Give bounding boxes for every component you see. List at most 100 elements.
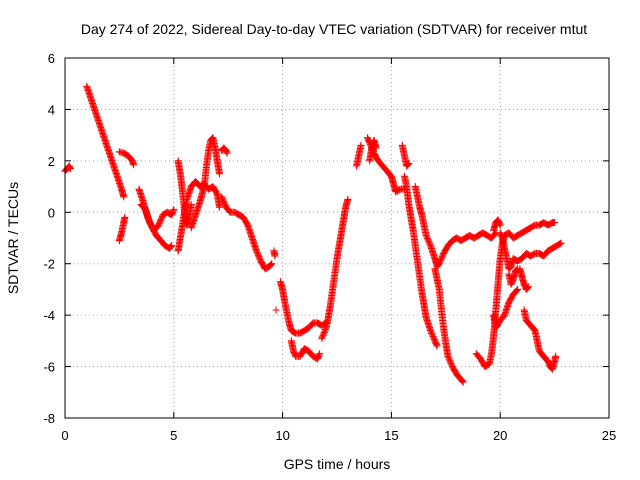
data-point [157, 215, 165, 223]
data-point [66, 165, 74, 173]
series-points [61, 82, 565, 386]
data-point [218, 194, 226, 202]
data-point [155, 220, 163, 228]
data-point [372, 144, 380, 152]
data-point [445, 354, 453, 362]
x-tick-label: 0 [61, 428, 68, 443]
data-point [427, 327, 435, 335]
data-point [254, 251, 262, 259]
y-tick-label: 6 [48, 51, 55, 66]
data-point [403, 161, 411, 169]
x-tick-label: 20 [493, 428, 507, 443]
data-point [318, 333, 326, 341]
data-point [215, 203, 223, 211]
data-point [321, 327, 329, 335]
data-point [422, 231, 430, 239]
data-point [425, 237, 433, 245]
data-point [438, 252, 446, 260]
data-point [458, 376, 466, 384]
x-tick-label: 15 [384, 428, 398, 443]
data-point [220, 199, 228, 207]
data-point [423, 233, 431, 241]
data-point [428, 330, 436, 338]
axis-ticks: 0 5 10 15 20 25 -8 -6 -4 -2 0 2 4 6 [43, 51, 616, 443]
y-tick-label: 0 [48, 205, 55, 220]
data-point [252, 247, 260, 255]
data-point [121, 213, 129, 221]
x-tick-label: 5 [170, 428, 177, 443]
data-point [254, 250, 262, 258]
data-point [218, 193, 226, 201]
data-point [523, 285, 531, 293]
y-tick-label: 2 [48, 154, 55, 169]
data-point [513, 286, 521, 294]
data-point [438, 254, 446, 262]
data-point [446, 357, 454, 365]
data-point [318, 334, 326, 342]
data-point [268, 260, 276, 268]
x-tick-label: 25 [602, 428, 616, 443]
data-point [424, 236, 432, 244]
data-point [447, 360, 455, 368]
grid [65, 58, 609, 418]
data-point [316, 350, 324, 358]
y-tick-label: -4 [43, 308, 55, 323]
data-point [437, 257, 445, 265]
data-point [357, 141, 365, 149]
data-point [496, 221, 504, 229]
data-point [428, 331, 436, 339]
data-point [187, 201, 195, 209]
x-tick-label: 10 [275, 428, 289, 443]
data-point [120, 193, 128, 201]
data-point [556, 240, 564, 248]
data-point [405, 159, 413, 167]
x-axis-label: GPS time / hours [284, 456, 391, 472]
data-point [130, 161, 138, 169]
data-point [266, 261, 274, 269]
y-tick-label: 4 [48, 102, 55, 117]
data-point [155, 221, 163, 229]
data-point [319, 331, 327, 339]
data-point [255, 253, 263, 261]
data-point [430, 334, 438, 342]
data-point [435, 260, 443, 268]
data-point [425, 239, 433, 247]
y-tick-label: -8 [43, 411, 55, 426]
data-point [446, 358, 454, 366]
data-point [552, 352, 560, 360]
data-point [267, 261, 275, 269]
data-point [253, 248, 261, 256]
y-tick-label: -2 [43, 257, 55, 272]
data-point [221, 200, 229, 208]
data-point [524, 284, 532, 292]
data-point [320, 328, 328, 336]
data-point [557, 239, 565, 247]
data-point [426, 240, 434, 248]
data-point [437, 255, 445, 263]
data-point [223, 149, 231, 157]
data-point [271, 252, 279, 260]
data-point [459, 378, 467, 386]
data-point [156, 217, 164, 225]
data-point [220, 197, 228, 205]
data-point [433, 342, 441, 350]
data-point [170, 206, 178, 214]
data-point [429, 332, 437, 340]
data-point [445, 355, 453, 363]
data-layer [61, 82, 565, 386]
data-point [215, 170, 223, 178]
plot-frame [64, 57, 610, 419]
data-point [320, 330, 328, 338]
y-axis-label: SDTVAR / TECUs [5, 182, 21, 294]
data-point [166, 243, 174, 251]
data-point [344, 195, 352, 203]
data-point [167, 243, 175, 251]
data-point [436, 258, 444, 266]
data-point [272, 306, 280, 314]
y-tick-label: -6 [43, 360, 55, 375]
data-point [168, 242, 176, 250]
data-point [321, 325, 329, 333]
data-point [156, 218, 164, 226]
data-point [444, 352, 452, 360]
